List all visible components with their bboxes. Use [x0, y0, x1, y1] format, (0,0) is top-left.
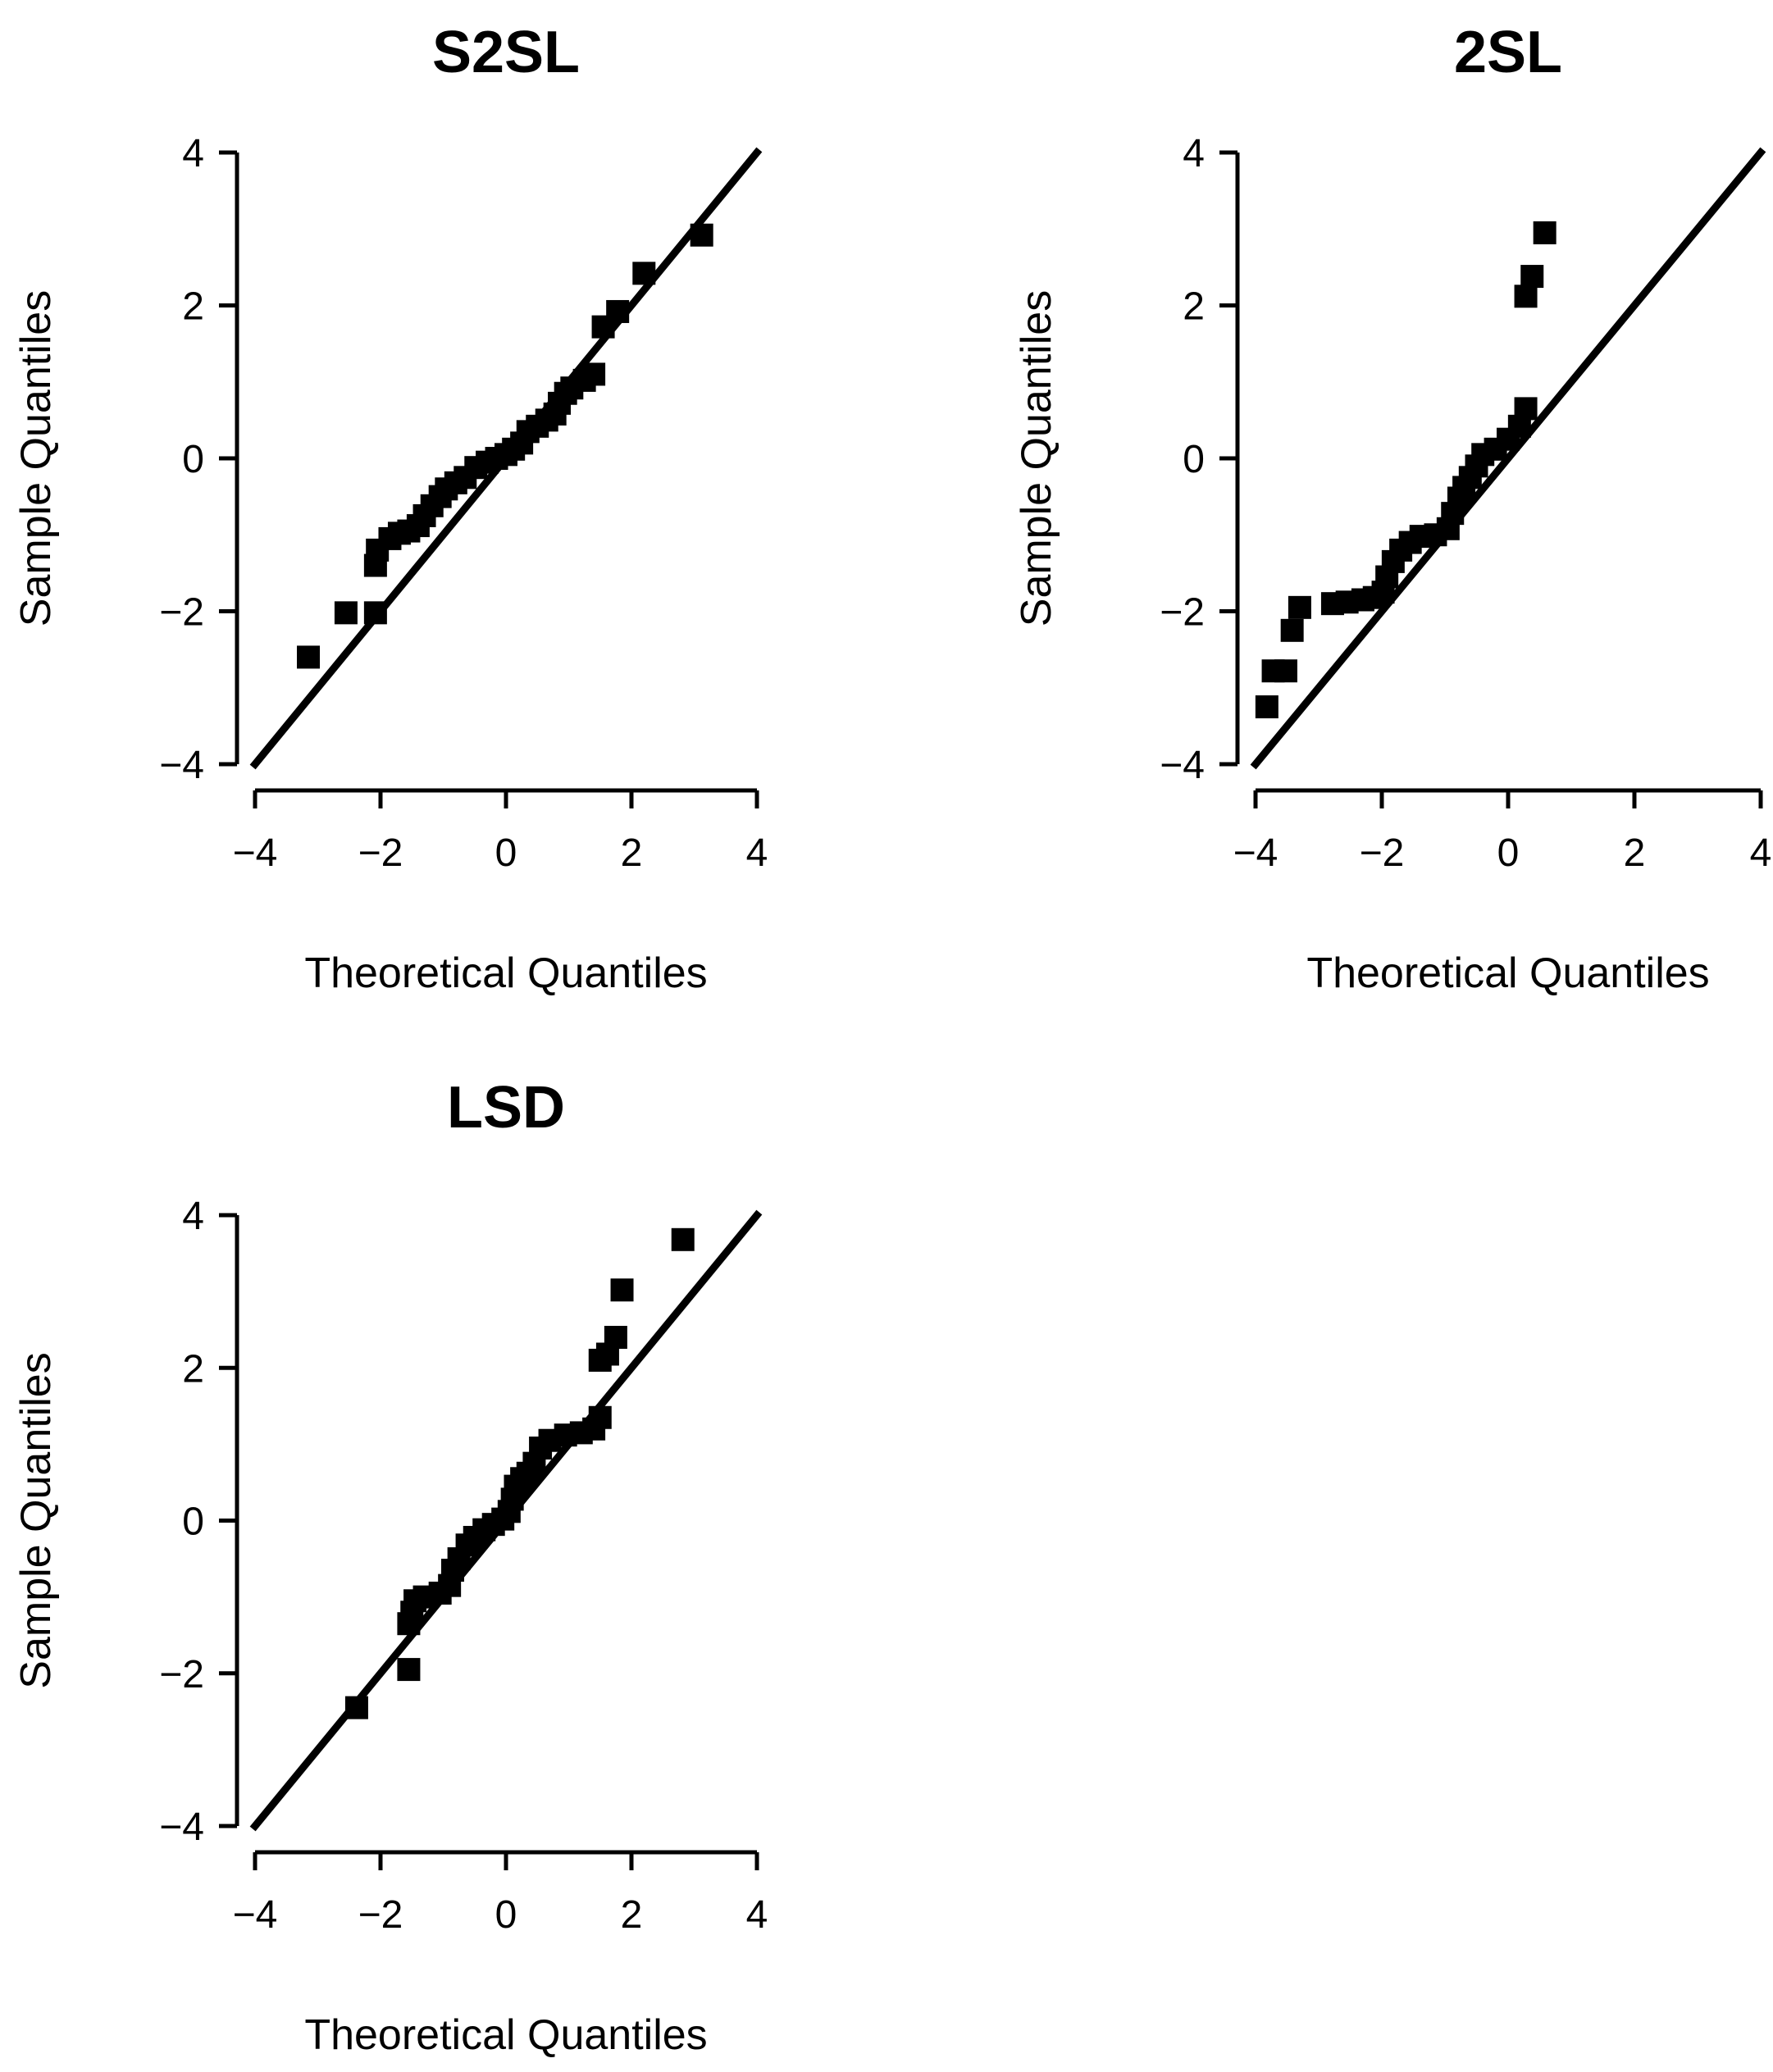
s2sl-x-axis-title: Theoretical Quantiles [304, 949, 707, 997]
2sl-data-point [1520, 265, 1544, 289]
s2sl-y-axis-title: Sample Quantiles [12, 290, 60, 626]
2sl-data-point [1514, 285, 1538, 308]
2sl-reference-line [1250, 147, 1766, 770]
s2sl-panel: S2SL −4 −2 0 2 4 −4 −2 0 2 4 Theoretical Quantiles S… [12, 20, 768, 997]
2sl-x-tick-label: 2 [1624, 831, 1646, 875]
2sl-data-point [1274, 659, 1297, 683]
lsd-title: LSD [447, 1075, 565, 1141]
2sl-data-point [1533, 221, 1557, 244]
s2sl-x-tick-label: 0 [495, 831, 517, 875]
lsd-y-tick-label: −2 [159, 1653, 204, 1696]
s2sl-data-point [297, 645, 321, 669]
lsd-panel: LSD −4 −2 0 2 4 −4 −2 0 2 4 Theoretical Quantiles Sa… [12, 1075, 768, 2059]
s2sl-y-tick-label: −4 [159, 744, 204, 787]
lsd-x-tick-label: −2 [358, 1893, 403, 1937]
s2sl-data-point [690, 223, 713, 247]
lsd-y-tick-label: 2 [182, 1347, 204, 1391]
2sl-data-point [1280, 618, 1304, 642]
2sl-x-tick-label: −2 [1360, 831, 1405, 875]
lsd-y-tick-label: 4 [182, 1195, 204, 1238]
s2sl-data-point [363, 601, 387, 625]
lsd-x-tick-label: 2 [621, 1893, 643, 1937]
s2sl-y-tick-label: 0 [182, 438, 204, 481]
s2sl-data-point [334, 601, 358, 625]
2sl-y-tick-label: −2 [1160, 591, 1205, 635]
2sl-x-tick-label: 4 [1750, 831, 1772, 875]
lsd-x-tick-label: 0 [495, 1893, 517, 1937]
s2sl-y-tick-label: −2 [159, 591, 204, 635]
lsd-data-point [671, 1227, 695, 1251]
2sl-x-axis-title: Theoretical Quantiles [1306, 949, 1709, 997]
lsd-x-axis-title: Theoretical Quantiles [304, 2011, 707, 2059]
lsd-data-point [604, 1326, 627, 1349]
lsd-data-point [397, 1658, 421, 1682]
lsd-data-point [344, 1696, 368, 1719]
s2sl-x-tick-label: 4 [746, 831, 768, 875]
2sl-y-tick-label: −4 [1160, 744, 1205, 787]
2sl-y-tick-label: 2 [1183, 285, 1205, 329]
2sl-data-point [1514, 397, 1538, 421]
s2sl-x-tick-label: −2 [358, 831, 403, 875]
2sl-y-axis-title: Sample Quantiles [1013, 290, 1060, 626]
s2sl-y-tick-label: 4 [182, 132, 204, 175]
lsd-y-axis-title: Sample Quantiles [12, 1352, 60, 1688]
2sl-x-tick-label: −4 [1233, 831, 1278, 875]
s2sl-data-point [606, 299, 630, 323]
2sl-y-tick-label: 0 [1183, 438, 1205, 481]
2sl-y-tick-label: 4 [1183, 132, 1205, 175]
lsd-x-tick-label: −4 [233, 1893, 278, 1937]
lsd-data-point [610, 1278, 634, 1302]
lsd-y-tick-label: 0 [182, 1500, 204, 1544]
2sl-data-point [1288, 595, 1311, 619]
2sl-panel: 2SL −4 −2 0 2 4 −4 −2 0 2 4 Theoretical Quantiles Sa… [1013, 20, 1771, 997]
s2sl-title: S2SL [432, 20, 580, 85]
2sl-x-tick-label: 0 [1497, 831, 1520, 875]
lsd-y-tick-label: −4 [159, 1806, 204, 1849]
s2sl-data-point [582, 362, 606, 386]
2sl-data-point [1255, 695, 1278, 719]
lsd-x-tick-label: 4 [746, 1893, 768, 1937]
lsd-data-point [588, 1405, 612, 1429]
s2sl-x-tick-label: −4 [233, 831, 278, 875]
2sl-title: 2SL [1454, 20, 1562, 85]
s2sl-y-tick-label: 2 [182, 285, 204, 329]
s2sl-data-point [632, 262, 656, 285]
s2sl-x-tick-label: 2 [621, 831, 643, 875]
